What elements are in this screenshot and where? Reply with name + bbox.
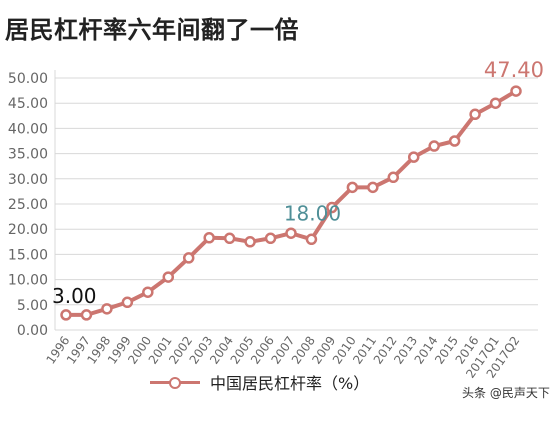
y-tick-label: 40.00 xyxy=(8,121,48,137)
data-label: 18.00 xyxy=(284,201,341,225)
data-point xyxy=(448,135,461,147)
data-point xyxy=(264,232,277,245)
chart-title: 居民杠杆率六年间翻了一倍 xyxy=(5,16,299,44)
data-point xyxy=(223,232,236,245)
y-tick-label: 50.00 xyxy=(8,71,48,87)
data-point xyxy=(285,227,297,239)
data-point xyxy=(203,232,215,244)
data-label: 3.00 xyxy=(52,284,97,308)
legend-label: 中国居民杠杆率（%） xyxy=(210,374,370,393)
y-tick-label: 30.00 xyxy=(8,172,48,188)
data-label: 47.40 xyxy=(484,58,544,82)
y-tick-label: 10.00 xyxy=(8,273,48,289)
data-point xyxy=(428,140,440,152)
data-point xyxy=(142,286,154,298)
data-point xyxy=(367,181,379,194)
y-tick-label: 5.00 xyxy=(17,298,48,314)
data-point xyxy=(387,171,400,184)
data-point xyxy=(510,85,522,97)
data-point xyxy=(326,201,338,214)
data-point xyxy=(162,271,175,283)
data-point xyxy=(407,151,420,163)
y-tick-label: 0.00 xyxy=(17,323,48,339)
data-point xyxy=(305,233,318,246)
data-point xyxy=(244,236,256,248)
watermark-text: 头条 @民声天下 xyxy=(462,386,550,400)
y-tick-label: 20.00 xyxy=(8,222,48,238)
legend-swatch xyxy=(150,374,200,390)
data-point xyxy=(60,309,72,321)
data-point xyxy=(182,252,195,264)
y-tick-label: 35.00 xyxy=(8,147,48,163)
y-tick-label: 15.00 xyxy=(8,247,48,263)
legend: 中国居民杠杆率（%） xyxy=(150,370,369,394)
data-point xyxy=(469,108,481,121)
data-point xyxy=(489,97,502,109)
data-point xyxy=(80,309,93,321)
data-point xyxy=(121,296,134,309)
y-tick-label: 25.00 xyxy=(8,197,48,213)
data-point xyxy=(101,303,113,315)
y-tick-label: 45.00 xyxy=(8,96,48,112)
data-point xyxy=(346,181,359,194)
